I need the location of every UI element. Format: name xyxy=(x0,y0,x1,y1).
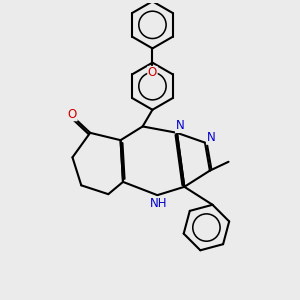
Text: N: N xyxy=(176,119,184,133)
Text: O: O xyxy=(148,67,157,80)
Text: O: O xyxy=(68,108,77,121)
Text: N: N xyxy=(206,131,215,144)
Text: NH: NH xyxy=(150,197,167,210)
